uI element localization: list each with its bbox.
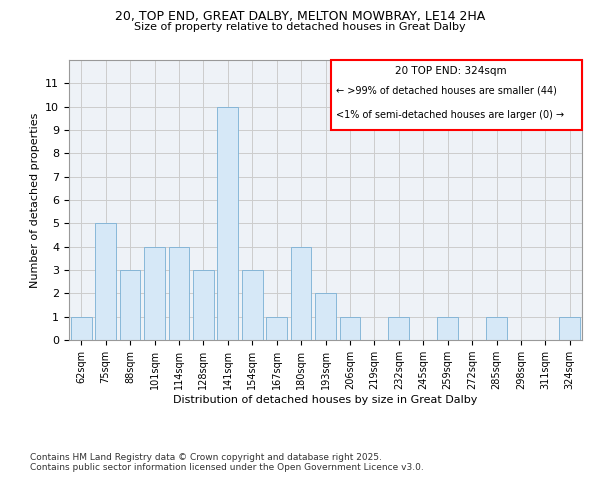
Text: 20, TOP END, GREAT DALBY, MELTON MOWBRAY, LE14 2HA: 20, TOP END, GREAT DALBY, MELTON MOWBRAY… (115, 10, 485, 23)
Text: ← >99% of detached houses are smaller (44): ← >99% of detached houses are smaller (4… (336, 85, 557, 95)
Bar (144, 246, 165, 340)
Bar (266, 316, 287, 340)
X-axis label: Distribution of detached houses by size in Great Dalby: Distribution of detached houses by size … (173, 395, 478, 405)
FancyBboxPatch shape (331, 60, 582, 130)
Bar (388, 316, 409, 340)
Bar (193, 270, 214, 340)
Text: Contains public sector information licensed under the Open Government Licence v3: Contains public sector information licen… (30, 464, 424, 472)
Text: Size of property relative to detached houses in Great Dalby: Size of property relative to detached ho… (134, 22, 466, 32)
Bar (71, 316, 92, 340)
Bar (242, 270, 263, 340)
Bar (340, 316, 361, 340)
Y-axis label: Number of detached properties: Number of detached properties (30, 112, 40, 288)
Bar (217, 106, 238, 340)
Bar (169, 246, 190, 340)
Text: Contains HM Land Registry data © Crown copyright and database right 2025.: Contains HM Land Registry data © Crown c… (30, 454, 382, 462)
Bar (437, 316, 458, 340)
Text: 20 TOP END: 324sqm: 20 TOP END: 324sqm (395, 66, 507, 76)
Bar (486, 316, 507, 340)
Text: <1% of semi-detached houses are larger (0) →: <1% of semi-detached houses are larger (… (336, 110, 564, 120)
Bar (559, 316, 580, 340)
Bar (95, 224, 116, 340)
Bar (290, 246, 311, 340)
Bar (119, 270, 140, 340)
Bar (315, 294, 336, 340)
